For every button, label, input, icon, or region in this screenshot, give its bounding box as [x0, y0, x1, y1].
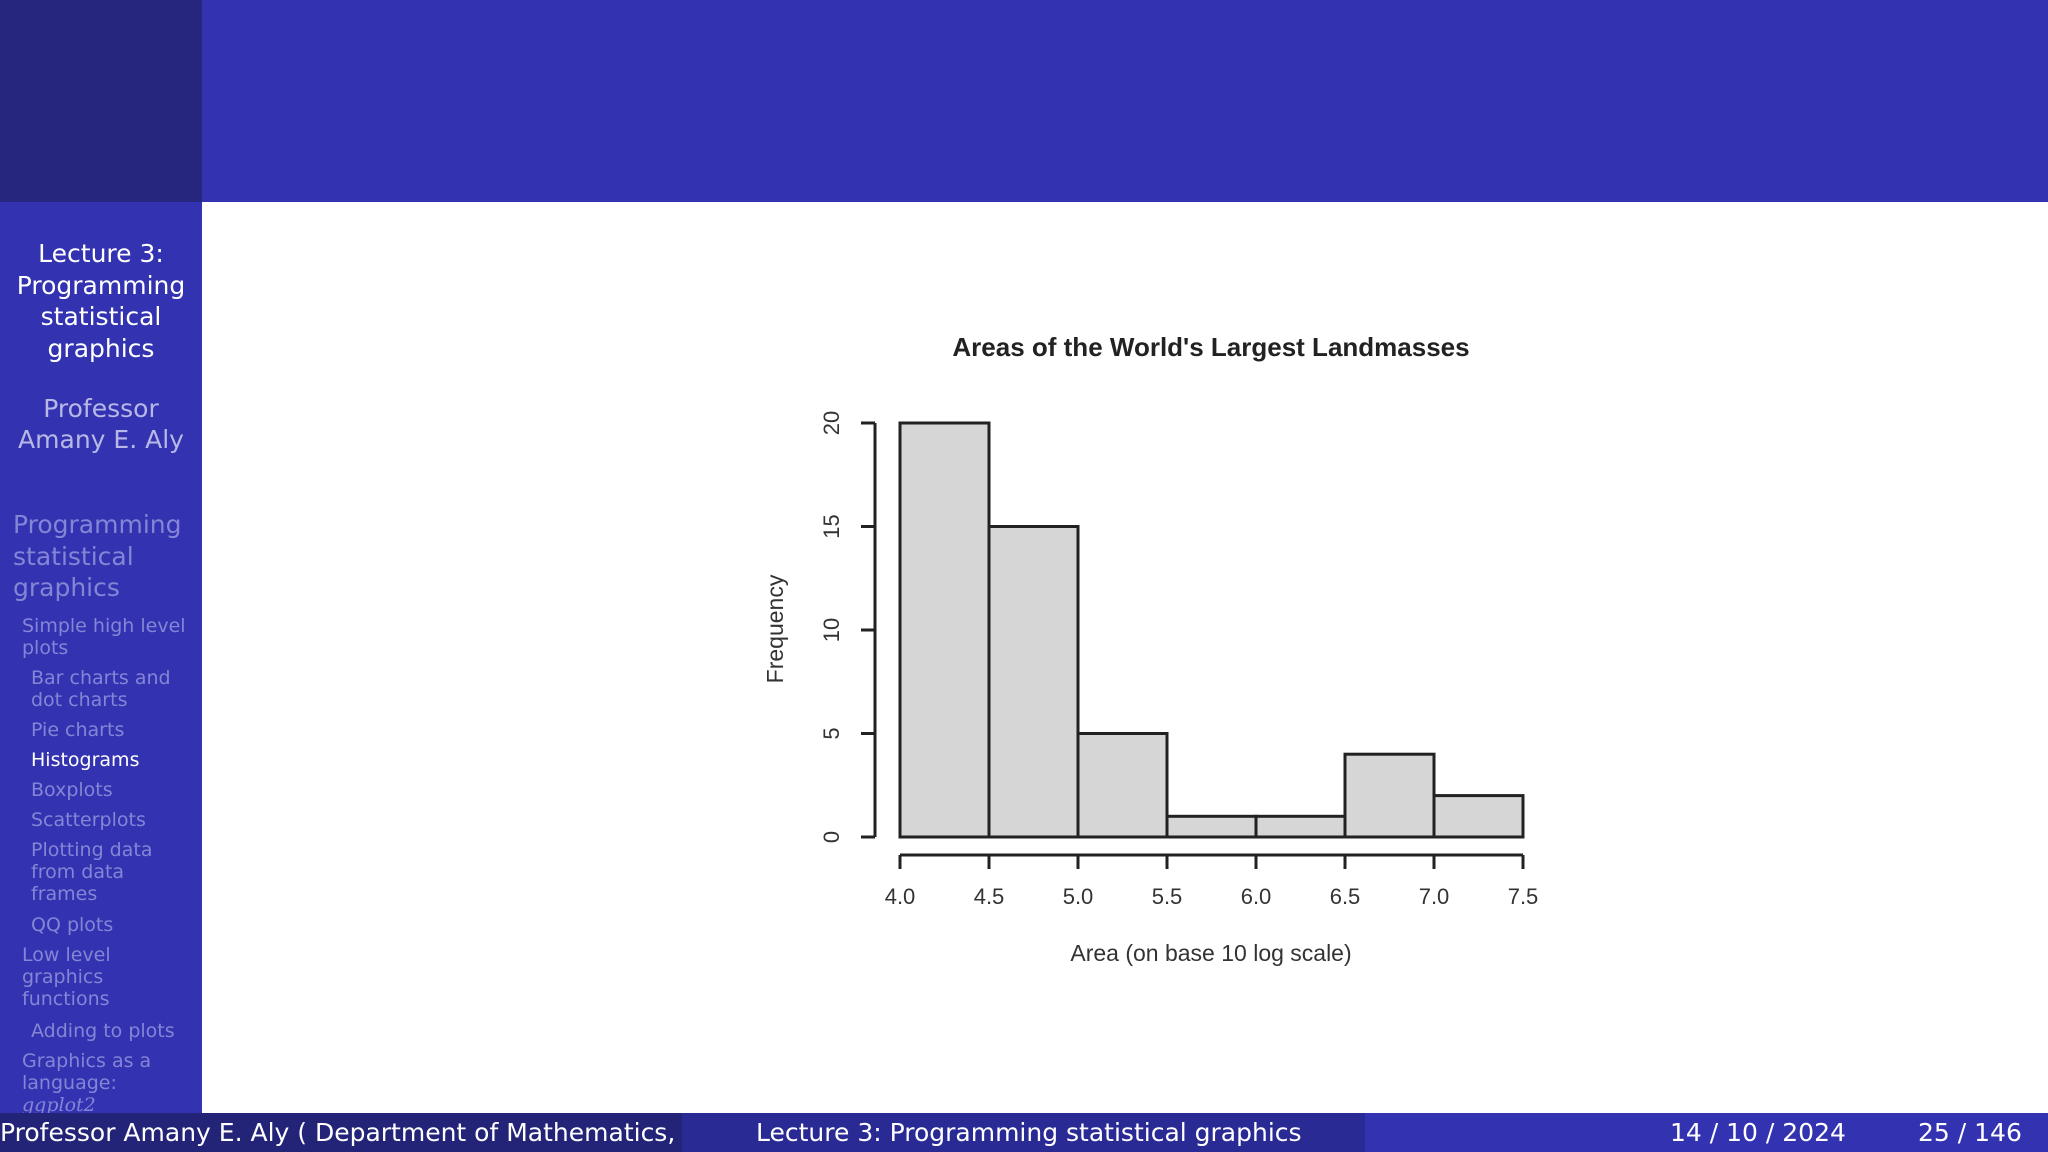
- sidebar-author-line: Professor: [43, 394, 159, 423]
- sidebar-item: from data: [31, 861, 125, 883]
- sidebar-title-line: Lecture 3:: [38, 239, 164, 268]
- sidebar-item: plots: [22, 637, 69, 659]
- sidebar-item: Boxplots: [31, 779, 113, 801]
- x-tick-label: 7.5: [1508, 884, 1539, 909]
- footer-author-box: Professor Amany E. Aly ( Department of M…: [0, 1113, 682, 1152]
- chart-title: Areas of the World's Largest Landmasses: [952, 332, 1469, 362]
- sidebar-item: frames: [31, 883, 98, 905]
- footer-page: 25 / 146: [1918, 1118, 2022, 1147]
- sidebar-title-line: graphics: [47, 333, 155, 363]
- sidebar-section-line: Programming: [13, 510, 182, 539]
- sidebar-item: Scatterplots: [31, 809, 146, 831]
- sidebar-item: functions: [22, 988, 110, 1010]
- footer-title-box: Lecture 3: Programming statistical graph…: [682, 1113, 1365, 1152]
- sidebar-author-line: Amany E. Aly: [18, 425, 184, 454]
- sidebar-item: Adding to plots: [31, 1020, 175, 1042]
- y-tick-label: 15: [819, 514, 844, 538]
- sidebar-item: Plotting data: [31, 839, 153, 861]
- x-tick-label: 6.0: [1241, 884, 1272, 909]
- chart: Areas of the World's Largest Landmasses …: [762, 332, 1539, 966]
- footer-title: Lecture 3: Programming statistical graph…: [756, 1118, 1302, 1147]
- bar: [1432, 794, 1525, 839]
- sidebar-item: ggplot2: [22, 1094, 96, 1113]
- sidebar-item: graphics: [22, 966, 104, 988]
- y-tick-label: 0: [819, 831, 844, 843]
- bar: [987, 525, 1080, 839]
- x-tick-label: 5.0: [1063, 884, 1094, 909]
- y-tick-label: 10: [819, 618, 844, 642]
- sidebar-item: dot charts: [31, 689, 128, 711]
- y-axis-label: Frequency: [762, 574, 788, 683]
- y-tick-label: 20: [819, 411, 844, 435]
- sidebar-item: Bar charts and: [31, 667, 171, 689]
- bar: [1076, 732, 1169, 839]
- logo-area: [0, 0, 202, 202]
- bar: [1343, 752, 1436, 839]
- sidebar-section-line: statistical: [13, 541, 134, 571]
- sidebar-title-line: Programming: [16, 270, 186, 300]
- x-tick-label: 7.0: [1419, 884, 1450, 909]
- bar: [898, 421, 991, 839]
- footer-date: 14 / 10 / 2024: [1670, 1118, 1846, 1147]
- sidebar-title-line: statistical: [40, 302, 162, 331]
- sidebar-item: language:: [22, 1072, 117, 1094]
- bar: [1254, 814, 1347, 839]
- x-tick-label: 5.5: [1152, 884, 1183, 909]
- sidebar-item: Graphics as a: [22, 1050, 152, 1072]
- footer-author: Professor Amany E. Aly ( Department of M…: [0, 1118, 682, 1147]
- x-tick-label: 4.0: [885, 884, 916, 909]
- y-tick-label: 5: [819, 727, 844, 739]
- sidebar-item: Simple high level: [22, 615, 186, 637]
- x-axis-label: Area (on base 10 log scale): [1070, 940, 1351, 966]
- sidebar-item: Low level: [22, 944, 111, 966]
- sidebar-item: Histograms: [31, 749, 140, 771]
- bar: [1165, 814, 1258, 839]
- sidebar-section-line: graphics: [13, 573, 120, 602]
- x-tick-label: 4.5: [974, 884, 1005, 909]
- header-bar: [202, 0, 2048, 202]
- sidebar-item: QQ plots: [31, 914, 114, 936]
- footer: Professor Amany E. Aly ( Department of M…: [0, 1113, 2048, 1152]
- footer-right-box: 14 / 10 / 2024 25 / 146: [1365, 1113, 2048, 1152]
- sidebar: Lecture 3: Programming statistical graphics…: [0, 202, 202, 1113]
- sidebar-item: Pie charts: [31, 719, 125, 741]
- x-tick-label: 6.5: [1330, 884, 1361, 909]
